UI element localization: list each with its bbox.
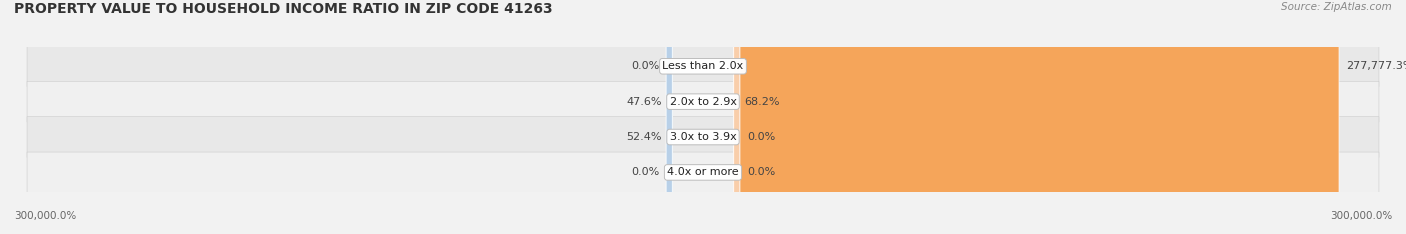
Text: 52.4%: 52.4% (626, 132, 662, 142)
Text: 2.0x to 2.9x: 2.0x to 2.9x (669, 97, 737, 107)
FancyBboxPatch shape (669, 0, 672, 234)
FancyBboxPatch shape (666, 0, 672, 234)
Text: PROPERTY VALUE TO HOUSEHOLD INCOME RATIO IN ZIP CODE 41263: PROPERTY VALUE TO HOUSEHOLD INCOME RATIO… (14, 2, 553, 16)
FancyBboxPatch shape (669, 0, 672, 234)
Text: Less than 2.0x: Less than 2.0x (662, 61, 744, 71)
FancyBboxPatch shape (734, 0, 740, 234)
FancyBboxPatch shape (734, 0, 1339, 234)
Text: 0.0%: 0.0% (747, 132, 775, 142)
Text: 0.0%: 0.0% (631, 167, 659, 177)
FancyBboxPatch shape (27, 81, 1379, 122)
FancyBboxPatch shape (27, 117, 1379, 157)
Text: 277,777.3%: 277,777.3% (1346, 61, 1406, 71)
FancyBboxPatch shape (27, 46, 1379, 87)
FancyBboxPatch shape (27, 152, 1379, 193)
Text: 4.0x or more: 4.0x or more (668, 167, 738, 177)
Text: 300,000.0%: 300,000.0% (14, 211, 76, 221)
FancyBboxPatch shape (734, 0, 740, 234)
Text: 0.0%: 0.0% (631, 61, 659, 71)
Text: 300,000.0%: 300,000.0% (1330, 211, 1392, 221)
Text: 0.0%: 0.0% (747, 167, 775, 177)
Text: Source: ZipAtlas.com: Source: ZipAtlas.com (1281, 2, 1392, 12)
Text: 3.0x to 3.9x: 3.0x to 3.9x (669, 132, 737, 142)
FancyBboxPatch shape (666, 0, 672, 234)
Text: 68.2%: 68.2% (744, 97, 780, 107)
Text: 47.6%: 47.6% (626, 97, 662, 107)
FancyBboxPatch shape (734, 0, 737, 234)
